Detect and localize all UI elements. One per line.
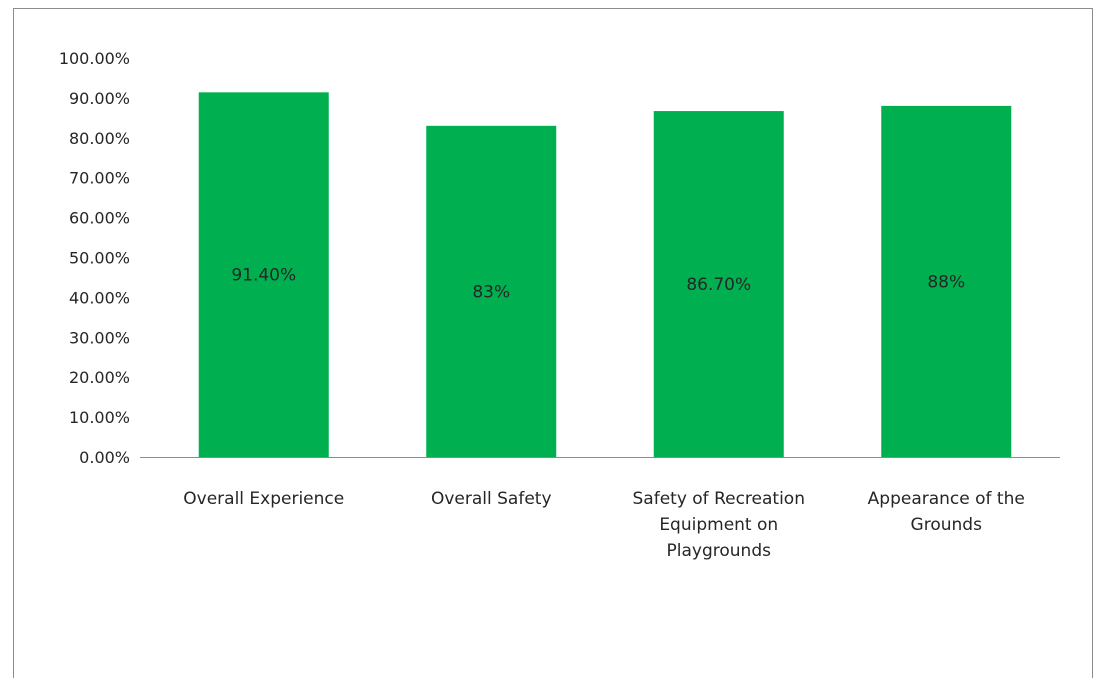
y-tick-label: 50.00%	[69, 249, 130, 268]
category-label-line: Safety of Recreation	[633, 489, 805, 509]
category-label-line: Overall Experience	[183, 489, 344, 509]
y-tick-label: 40.00%	[69, 288, 130, 307]
y-tick-label: 20.00%	[69, 368, 130, 387]
category-label: Safety of Recreation Equipment on Playgrou…	[633, 489, 805, 561]
y-tick-label: 10.00%	[69, 408, 130, 427]
y-tick-label: 0.00%	[79, 448, 130, 467]
category-label-line: Equipment on	[659, 515, 778, 535]
y-tick-label: 80.00%	[69, 129, 130, 148]
data-label: 86.70%	[686, 275, 751, 295]
y-tick-label: 60.00%	[69, 209, 130, 228]
bar	[881, 105, 1012, 457]
category-label: Overall Safety	[431, 489, 552, 509]
category-labels: Overall Experience Overall Safety Safety o…	[183, 489, 1025, 561]
y-axis-ticks: 0.00% 10.00% 20.00% 30.00% 40.00% 50.00% 60.00…	[59, 49, 130, 467]
bar	[426, 125, 557, 457]
bars	[198, 92, 1012, 458]
category-label-line: Playgrounds	[667, 541, 772, 561]
data-label: 83%	[472, 282, 510, 302]
category-label-line: Grounds	[911, 515, 983, 535]
data-label: 91.40%	[231, 266, 296, 286]
category-label: Appearance of the Grounds	[868, 489, 1025, 535]
y-tick-label: 70.00%	[69, 169, 130, 188]
y-tick-label: 90.00%	[69, 89, 130, 108]
y-tick-label: 100.00%	[59, 49, 130, 68]
bar	[653, 111, 784, 457]
data-label: 88%	[927, 272, 965, 292]
data-labels: 91.40% 83% 86.70% 88%	[231, 266, 965, 303]
category-label: Overall Experience	[183, 489, 344, 509]
bar	[198, 92, 329, 458]
y-tick-label: 30.00%	[69, 328, 130, 347]
category-label-line: Overall Safety	[431, 489, 552, 509]
category-label-line: Appearance of the	[868, 489, 1025, 509]
